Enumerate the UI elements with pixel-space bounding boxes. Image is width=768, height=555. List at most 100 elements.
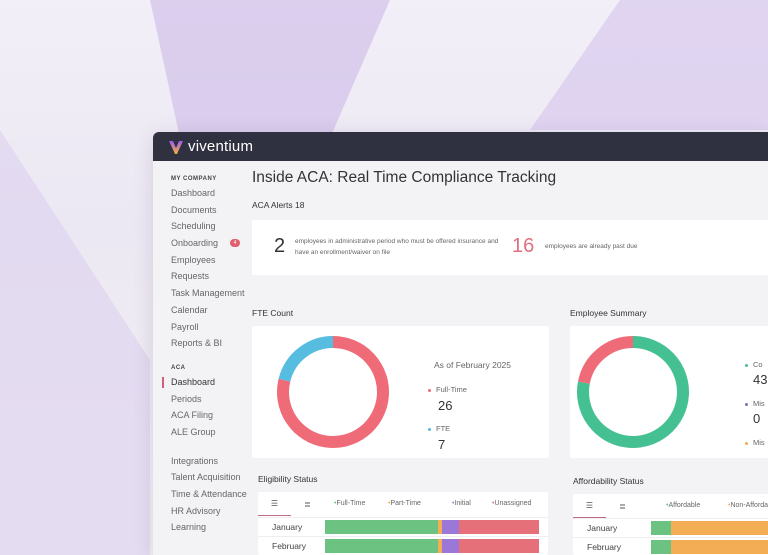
employee-summary-card: Co 43 Mis 0 Mis (570, 326, 768, 458)
row-label: February (272, 541, 307, 551)
bar-segment[interactable] (458, 520, 539, 534)
bar-row: January (573, 518, 768, 536)
bar-view-tab[interactable]: ☰ (258, 492, 291, 516)
employee-summary-heading: Employee Summary (570, 308, 647, 318)
sidebar-item-label: Periods (171, 393, 202, 404)
legend-summary-1: Co (745, 360, 763, 369)
sidebar-item-task-management[interactable]: Task Management (153, 285, 248, 302)
brand-name: viventium (188, 138, 254, 155)
alert-admin-text: employees in administrative period who m… (295, 238, 499, 256)
app-window: viventium MY COMPANY Dashboard Documents Sc… (153, 132, 768, 555)
bar-segment[interactable] (671, 521, 768, 535)
sidebar-item-time-attendance[interactable]: Time & Attendance (153, 486, 248, 503)
sidebar-item-scheduling[interactable]: Scheduling (153, 218, 248, 235)
sidebar-item-label: Reports & BI (171, 338, 223, 349)
sidebar-item-ale-group[interactable]: ALE Group (153, 424, 248, 441)
sidebar-item-hr-advisory[interactable]: HR Advisory (153, 503, 248, 520)
legend-part-time[interactable]: •Part-Time (388, 500, 421, 507)
affordability-card: ☰ ≣ •Affordable •Non-Affordable January Fe… (573, 494, 768, 555)
bar-row: January (258, 517, 548, 535)
sidebar-item-label: Payroll (171, 321, 199, 332)
sidebar-item-onboarding[interactable]: Onboarding 4 (153, 235, 248, 252)
sidebar-item-label: Employees (171, 254, 216, 265)
eligibility-status-heading: Eligibility Status (258, 474, 318, 484)
sidebar: MY COMPANY Dashboard Documents Scheduling On… (153, 161, 248, 555)
notification-badge: 4 (230, 239, 240, 248)
aca-alerts-heading: ACA Alerts 18 (252, 200, 305, 210)
row-label: January (272, 522, 303, 532)
sidebar-section-title: ACA (171, 364, 186, 371)
sidebar-section-title: MY COMPANY (171, 176, 217, 182)
fte-as-of: As of February 2025 (434, 360, 512, 370)
legend-non-affordable[interactable]: •Non-Affordable (728, 502, 768, 509)
legend-full-time[interactable]: •Full-Time (334, 500, 366, 507)
viventium-logo-icon (169, 140, 183, 154)
sidebar-item-label: ACA Filing (171, 410, 214, 421)
bar-segment[interactable] (441, 539, 459, 553)
alerts-card: 2 employees in administrative period who… (252, 220, 768, 275)
sidebar-item-dashboard[interactable]: Dashboard (153, 374, 248, 391)
bar-segment[interactable] (438, 520, 442, 534)
legend-full-time: Full-Time (428, 385, 467, 394)
sidebar-item-label: Dashboard (171, 376, 216, 387)
sidebar-item-talent-acquisition[interactable]: Talent Acquisition (153, 469, 248, 486)
sidebar-item-payroll[interactable]: Payroll (153, 319, 248, 336)
sidebar-item-requests[interactable]: Requests (153, 268, 248, 285)
bar-segment[interactable] (671, 540, 768, 554)
list-view-tab[interactable]: ≣ (619, 501, 626, 511)
bar-segment[interactable] (651, 521, 671, 535)
sidebar-item-label: Requests (171, 271, 210, 282)
eligibility-card: ☰ ≣ •Full-Time •Part-Time •Initial •Unassig… (258, 492, 548, 555)
sidebar-item-employees[interactable]: Employees (153, 252, 248, 269)
page-title: Inside ACA: Real Time Compliance Trackin… (252, 169, 557, 186)
sidebar-item-aca-filing[interactable]: ACA Filing (153, 407, 248, 424)
row-label: February (587, 542, 622, 552)
bar-segment[interactable] (441, 520, 459, 534)
sidebar-item-label: ALE Group (171, 426, 216, 437)
alert-admin-count: 2 (274, 235, 286, 257)
sidebar-item-label: Learning (171, 522, 207, 533)
bar-segment[interactable] (651, 540, 671, 554)
top-bar: viventium (153, 132, 768, 161)
affordability-status-heading: Affordability Status (573, 476, 644, 486)
sidebar-item-integrations[interactable]: Integrations (153, 453, 248, 470)
sidebar-item-documents[interactable]: Documents (153, 202, 248, 219)
sidebar-item-learning[interactable]: Learning (153, 519, 248, 536)
sidebar-item-label: Calendar (171, 304, 208, 315)
bar-segment[interactable] (438, 539, 442, 553)
bar-row: February (258, 536, 548, 554)
full-time-value: 26 (438, 398, 453, 413)
legend-initial[interactable]: •Initial (452, 500, 471, 507)
legend-affordable[interactable]: •Affordable (666, 502, 701, 509)
row-label: January (587, 523, 618, 533)
sidebar-item-label: Onboarding (171, 238, 219, 249)
bar-segment[interactable] (325, 520, 439, 534)
fte-donut-chart (277, 336, 389, 448)
employee-summary-donut-chart (577, 336, 689, 448)
sidebar-item-label: Documents (171, 204, 217, 215)
sidebar-item-label: Time & Attendance (171, 489, 247, 499)
bar-segment[interactable] (325, 539, 439, 553)
legend-summary-3: Mis (745, 438, 765, 447)
sidebar-item-dashboard[interactable]: Dashboard (153, 185, 248, 202)
sidebar-item-calendar[interactable]: Calendar (153, 302, 248, 319)
sidebar-item-periods[interactable]: Periods (153, 391, 248, 408)
fte-value: 7 (438, 437, 446, 452)
sidebar-item-label: Talent Acquisition (171, 472, 241, 483)
sidebar-item-label: Task Management (171, 288, 245, 299)
summary-slice (577, 336, 634, 385)
alert-pastdue-count: 16 (512, 235, 535, 257)
legend-fte: FTE (428, 424, 450, 433)
legend-unassigned[interactable]: •Unassigned (492, 500, 532, 507)
bar-segment[interactable] (458, 539, 539, 553)
summary-slice (577, 336, 689, 448)
fte-slice (277, 336, 389, 448)
sidebar-item-reports-bi[interactable]: Reports & BI (153, 335, 248, 352)
sidebar-item-label: Integrations (171, 455, 219, 466)
sidebar-item-label: HR Advisory (171, 505, 221, 516)
bar-view-tab[interactable]: ☰ (573, 494, 606, 518)
fte-slice (278, 336, 334, 382)
main-content: Inside ACA: Real Time Compliance Trackin… (252, 161, 768, 555)
list-view-tab[interactable]: ≣ (304, 499, 311, 509)
